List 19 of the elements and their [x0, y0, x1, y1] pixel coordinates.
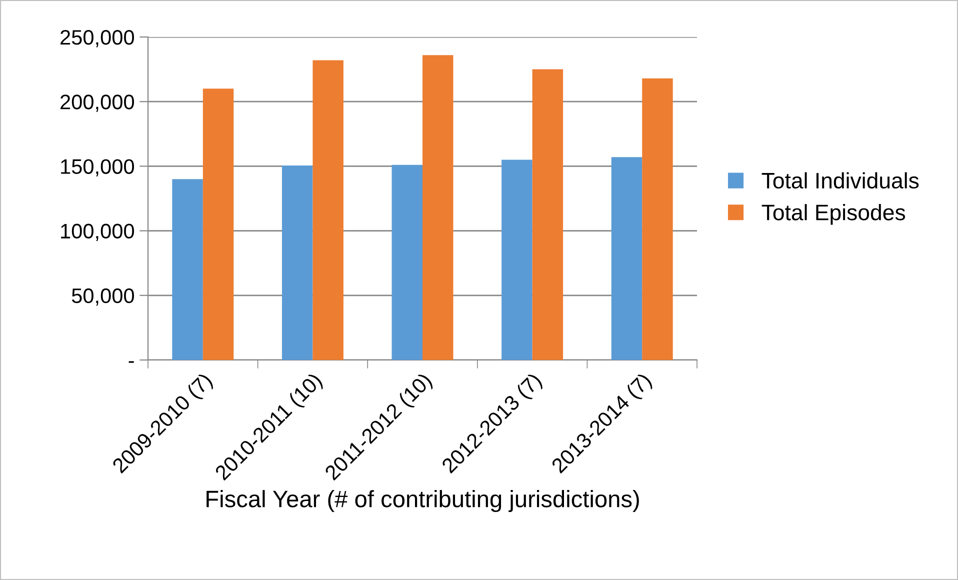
y-tick-label: 50,000	[72, 288, 134, 306]
bar	[312, 60, 344, 360]
y-tick-label: -	[128, 361, 134, 363]
bar	[282, 166, 313, 360]
bar	[392, 164, 422, 360]
x-axis-title: Fiscal Year (# of contributing jurisdictions)	[206, 490, 639, 512]
bar	[642, 78, 673, 360]
y-tick-label: 250,000	[60, 30, 134, 48]
y-tick-label: 100,000	[61, 224, 134, 242]
bar	[202, 88, 234, 360]
bar	[422, 55, 454, 360]
legend-label: Total Episodes	[762, 204, 906, 225]
y-tick-label: 150,000	[61, 159, 134, 176]
bar	[532, 69, 564, 360]
bar	[172, 179, 203, 360]
legend-label: Total Individuals	[762, 172, 919, 189]
y-tick-label: 200,000	[60, 94, 134, 112]
bar	[611, 157, 642, 360]
bar	[502, 160, 532, 360]
